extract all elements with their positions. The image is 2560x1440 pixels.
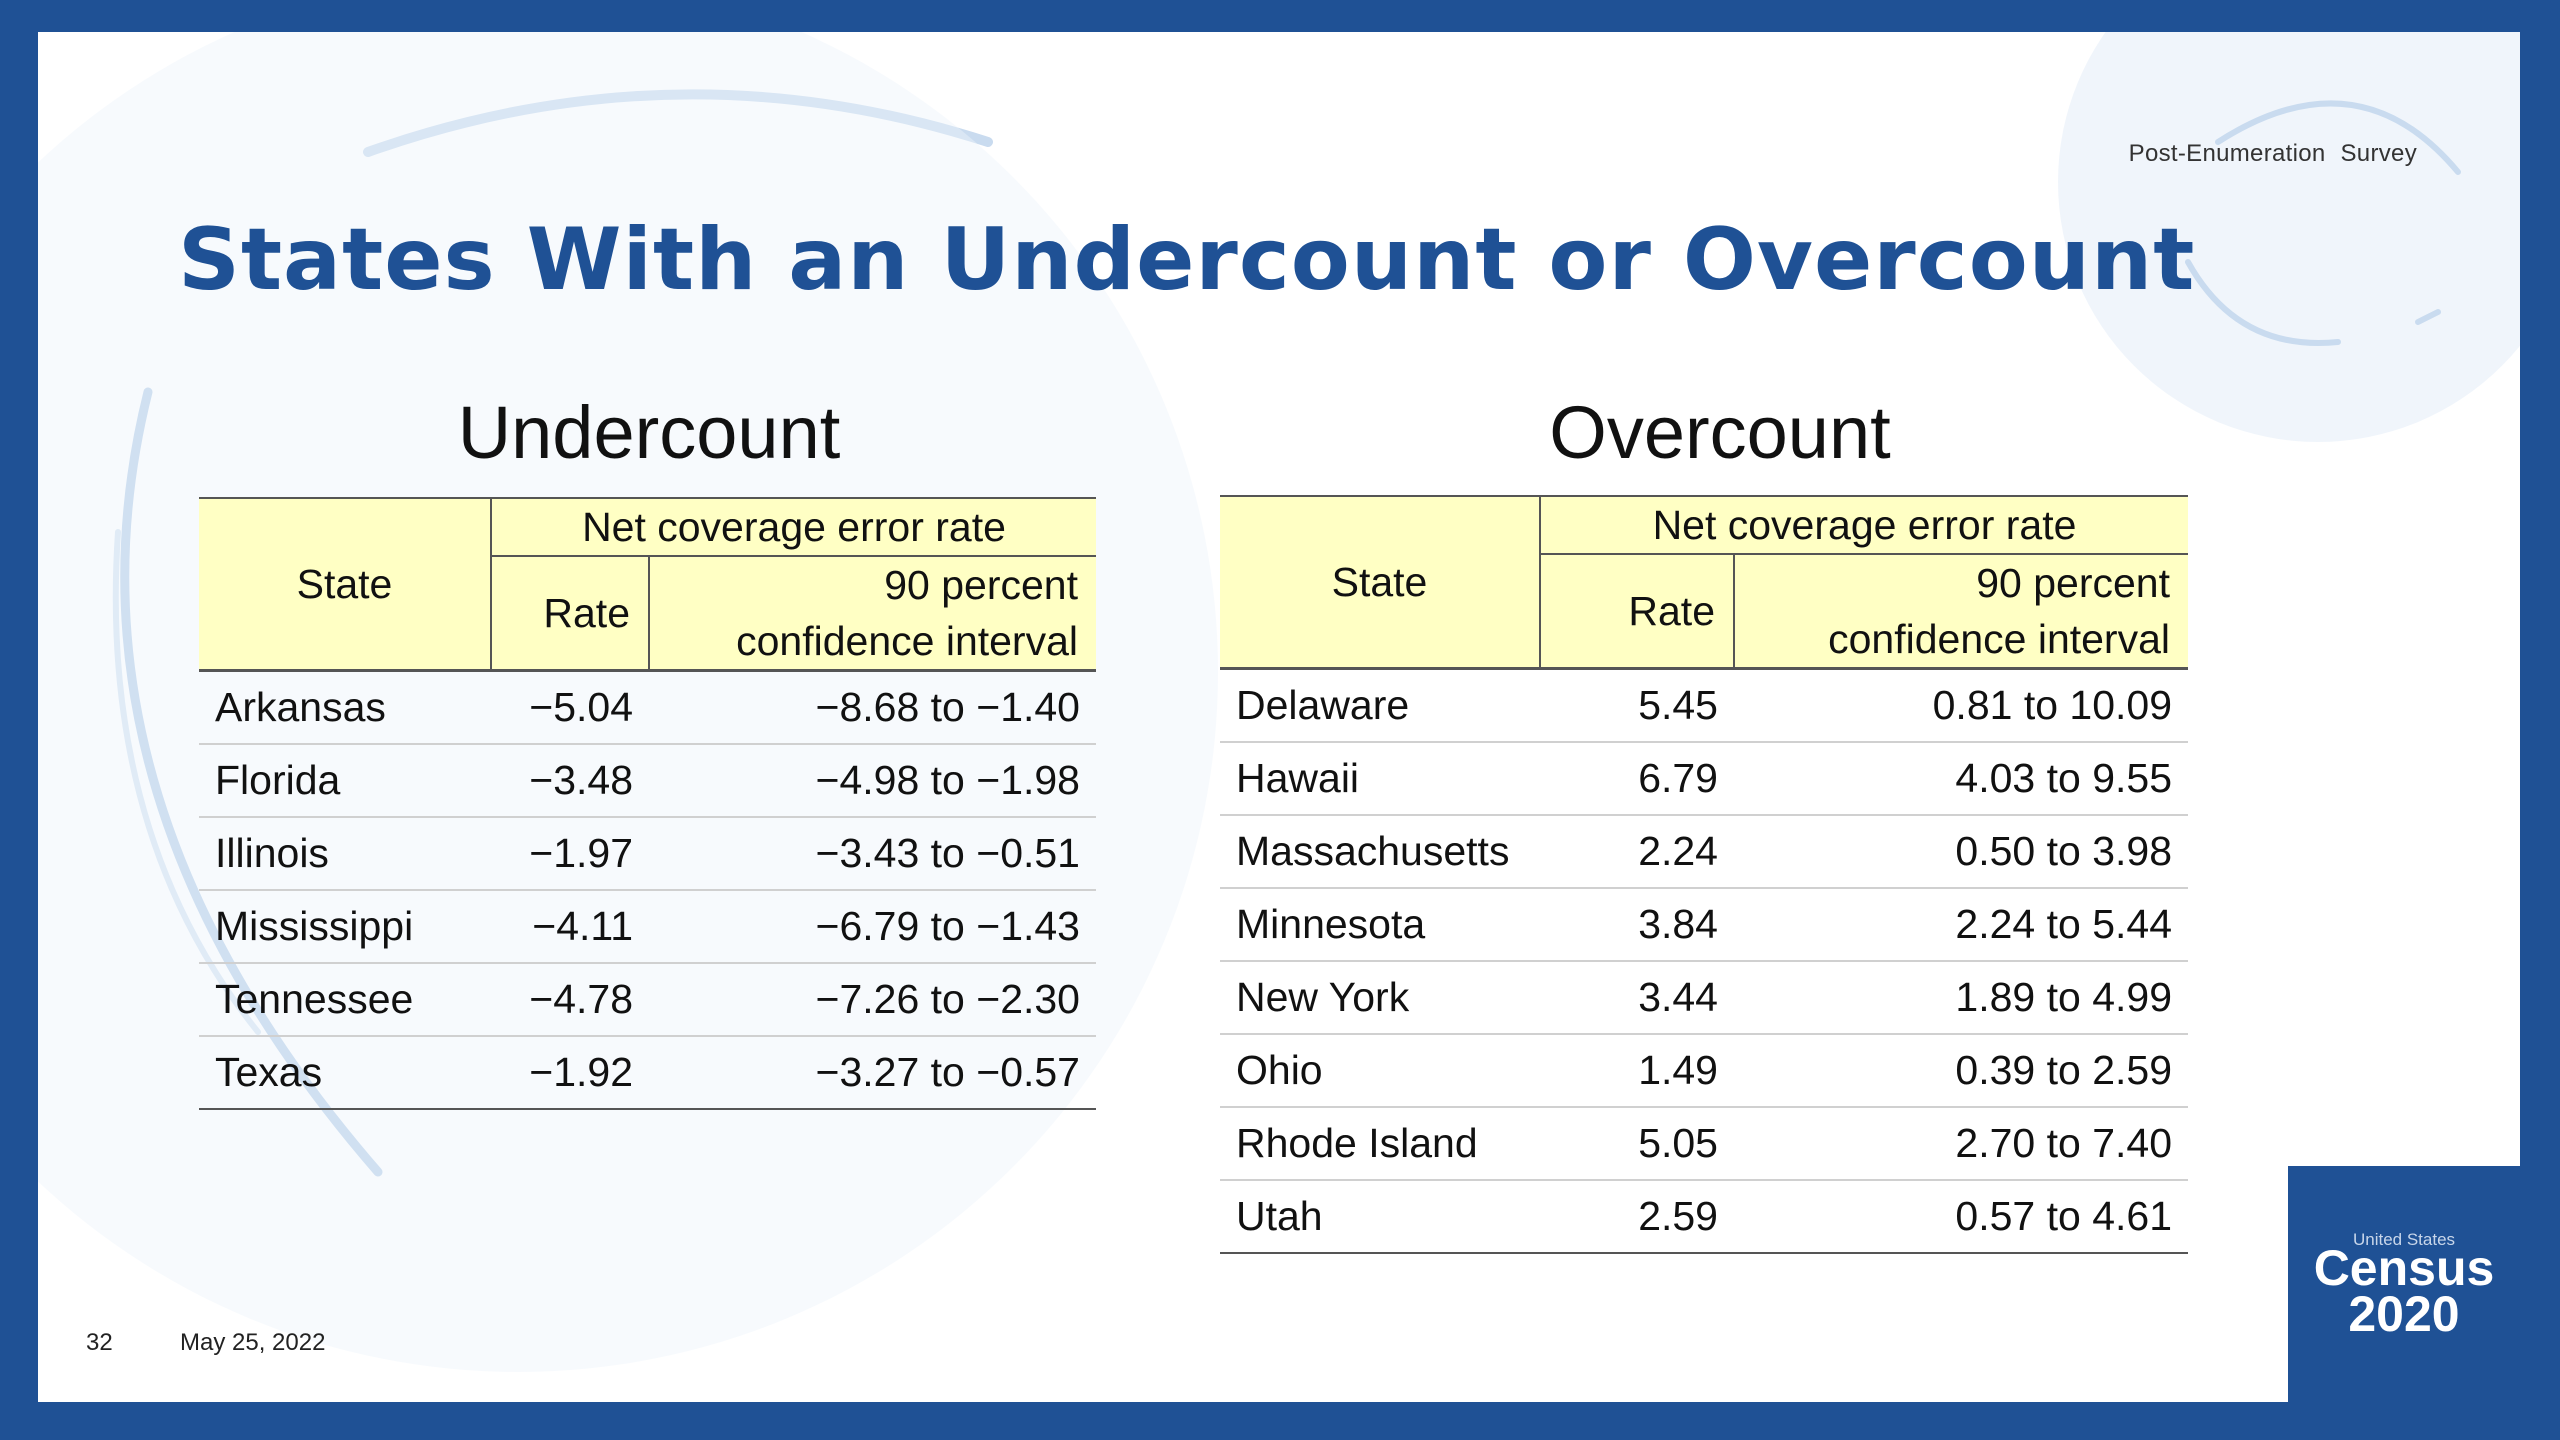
column-group-net-coverage: Net coverage error rate bbox=[1540, 495, 2188, 555]
state-cell: Massachusetts bbox=[1220, 815, 1540, 889]
column-header-confidence-interval: 90 percent confidence interval bbox=[649, 556, 1096, 672]
ci-cell: 0.81 to 10.09 bbox=[1734, 668, 2188, 743]
page-number: 32 bbox=[86, 1329, 113, 1356]
state-cell: Rhode Island bbox=[1220, 1107, 1540, 1181]
ci-cell: 1.89 to 4.99 bbox=[1734, 961, 2188, 1035]
state-cell: Mississippi bbox=[199, 890, 491, 964]
state-cell: Florida bbox=[199, 744, 491, 818]
ci-cell: −3.43 to −0.51 bbox=[649, 817, 1096, 891]
table-row: Rhode Island 5.05 2.70 to 7.40 bbox=[1220, 1107, 2188, 1181]
state-cell: Texas bbox=[199, 1036, 491, 1110]
rate-cell: 3.84 bbox=[1540, 888, 1734, 962]
slide-date: May 25, 2022 bbox=[180, 1329, 326, 1356]
table-row: Arkansas −5.04 −8.68 to −1.40 bbox=[199, 670, 1096, 745]
rate-cell: −5.04 bbox=[491, 670, 649, 745]
table-row: Massachusetts 2.24 0.50 to 3.98 bbox=[1220, 815, 2188, 889]
table-row: Ohio 1.49 0.39 to 2.59 bbox=[1220, 1034, 2188, 1108]
column-group-net-coverage: Net coverage error rate bbox=[491, 497, 1096, 557]
table-row: Minnesota 3.84 2.24 to 5.44 bbox=[1220, 888, 2188, 962]
logo-line-united-states: United States bbox=[2352, 1230, 2456, 1249]
column-header-state: State bbox=[1220, 495, 1541, 670]
table-row: Illinois −1.97 −3.43 to −0.51 bbox=[199, 817, 1096, 891]
ci-cell: −7.26 to −2.30 bbox=[649, 963, 1096, 1037]
ci-cell: 2.70 to 7.40 bbox=[1734, 1107, 2188, 1181]
state-cell: Minnesota bbox=[1220, 888, 1540, 962]
overcount-heading: Overcount bbox=[1549, 391, 1891, 474]
column-header-rate: Rate bbox=[491, 556, 650, 672]
logo-line-census: Census bbox=[2313, 1240, 2495, 1296]
table-row: Utah 2.59 0.57 to 4.61 bbox=[1220, 1180, 2188, 1254]
ci-header-line2: confidence interval bbox=[1828, 616, 2170, 662]
undercount-table: State Net coverage error rate Rate 90 pe… bbox=[199, 497, 1096, 1110]
state-cell: Hawaii bbox=[1220, 742, 1540, 816]
state-cell: Tennessee bbox=[199, 963, 491, 1037]
state-cell: Ohio bbox=[1220, 1034, 1540, 1108]
table-row: Hawaii 6.79 4.03 to 9.55 bbox=[1220, 742, 2188, 816]
table-row: Mississippi −4.11 −6.79 to −1.43 bbox=[199, 890, 1096, 964]
state-cell: Utah bbox=[1220, 1180, 1540, 1254]
undercount-heading: Undercount bbox=[457, 391, 841, 474]
ci-cell: −3.27 to −0.57 bbox=[649, 1036, 1096, 1110]
column-header-state: State bbox=[199, 497, 492, 672]
ci-header-line1: 90 percent bbox=[884, 562, 1078, 608]
table-row: Texas −1.92 −3.27 to −0.57 bbox=[199, 1036, 1096, 1110]
table-row: New York 3.44 1.89 to 4.99 bbox=[1220, 961, 2188, 1035]
column-header-confidence-interval: 90 percent confidence interval bbox=[1734, 554, 2188, 670]
ci-cell: 0.39 to 2.59 bbox=[1734, 1034, 2188, 1108]
logo-line-2020: 2020 bbox=[2348, 1286, 2460, 1342]
rate-cell: −4.78 bbox=[491, 963, 649, 1037]
state-cell: Illinois bbox=[199, 817, 491, 891]
overcount-table: State Net coverage error rate Rate 90 pe… bbox=[1220, 495, 2188, 1254]
ci-cell: −6.79 to −1.43 bbox=[649, 890, 1096, 964]
ci-cell: 0.50 to 3.98 bbox=[1734, 815, 2188, 889]
state-cell: Delaware bbox=[1220, 668, 1540, 743]
column-header-rate: Rate bbox=[1540, 554, 1735, 670]
rate-cell: 2.59 bbox=[1540, 1180, 1734, 1254]
rate-cell: 5.05 bbox=[1540, 1107, 1734, 1181]
rate-cell: 3.44 bbox=[1540, 961, 1734, 1035]
state-cell: New York bbox=[1220, 961, 1540, 1035]
rate-cell: −1.92 bbox=[491, 1036, 649, 1110]
rate-cell: 1.49 bbox=[1540, 1034, 1734, 1108]
rate-cell: 5.45 bbox=[1540, 668, 1734, 743]
rate-cell: 2.24 bbox=[1540, 815, 1734, 889]
ci-cell: 4.03 to 9.55 bbox=[1734, 742, 2188, 816]
ci-cell: 0.57 to 4.61 bbox=[1734, 1180, 2188, 1254]
census-2020-logo: United States Census 2020 bbox=[2288, 1166, 2520, 1402]
rate-cell: −4.11 bbox=[491, 890, 649, 964]
rate-cell: 6.79 bbox=[1540, 742, 1734, 816]
rate-cell: −1.97 bbox=[491, 817, 649, 891]
slide-title: States With an Undercount or Overcount bbox=[178, 210, 2196, 310]
state-cell: Arkansas bbox=[199, 670, 491, 745]
slide: Post-Enumeration Survey States With an U… bbox=[38, 32, 2520, 1402]
ci-cell: −4.98 to −1.98 bbox=[649, 744, 1096, 818]
ci-header-line2: confidence interval bbox=[736, 618, 1078, 664]
ci-cell: 2.24 to 5.44 bbox=[1734, 888, 2188, 962]
table-row: Delaware 5.45 0.81 to 10.09 bbox=[1220, 668, 2188, 743]
table-row: Florida −3.48 −4.98 to −1.98 bbox=[199, 744, 1096, 818]
rate-cell: −3.48 bbox=[491, 744, 649, 818]
ci-cell: −8.68 to −1.40 bbox=[649, 670, 1096, 745]
table-row: Tennessee −4.78 −7.26 to −2.30 bbox=[199, 963, 1096, 1037]
ci-header-line1: 90 percent bbox=[1976, 560, 2170, 606]
survey-label: Post-Enumeration Survey bbox=[2128, 140, 2417, 167]
